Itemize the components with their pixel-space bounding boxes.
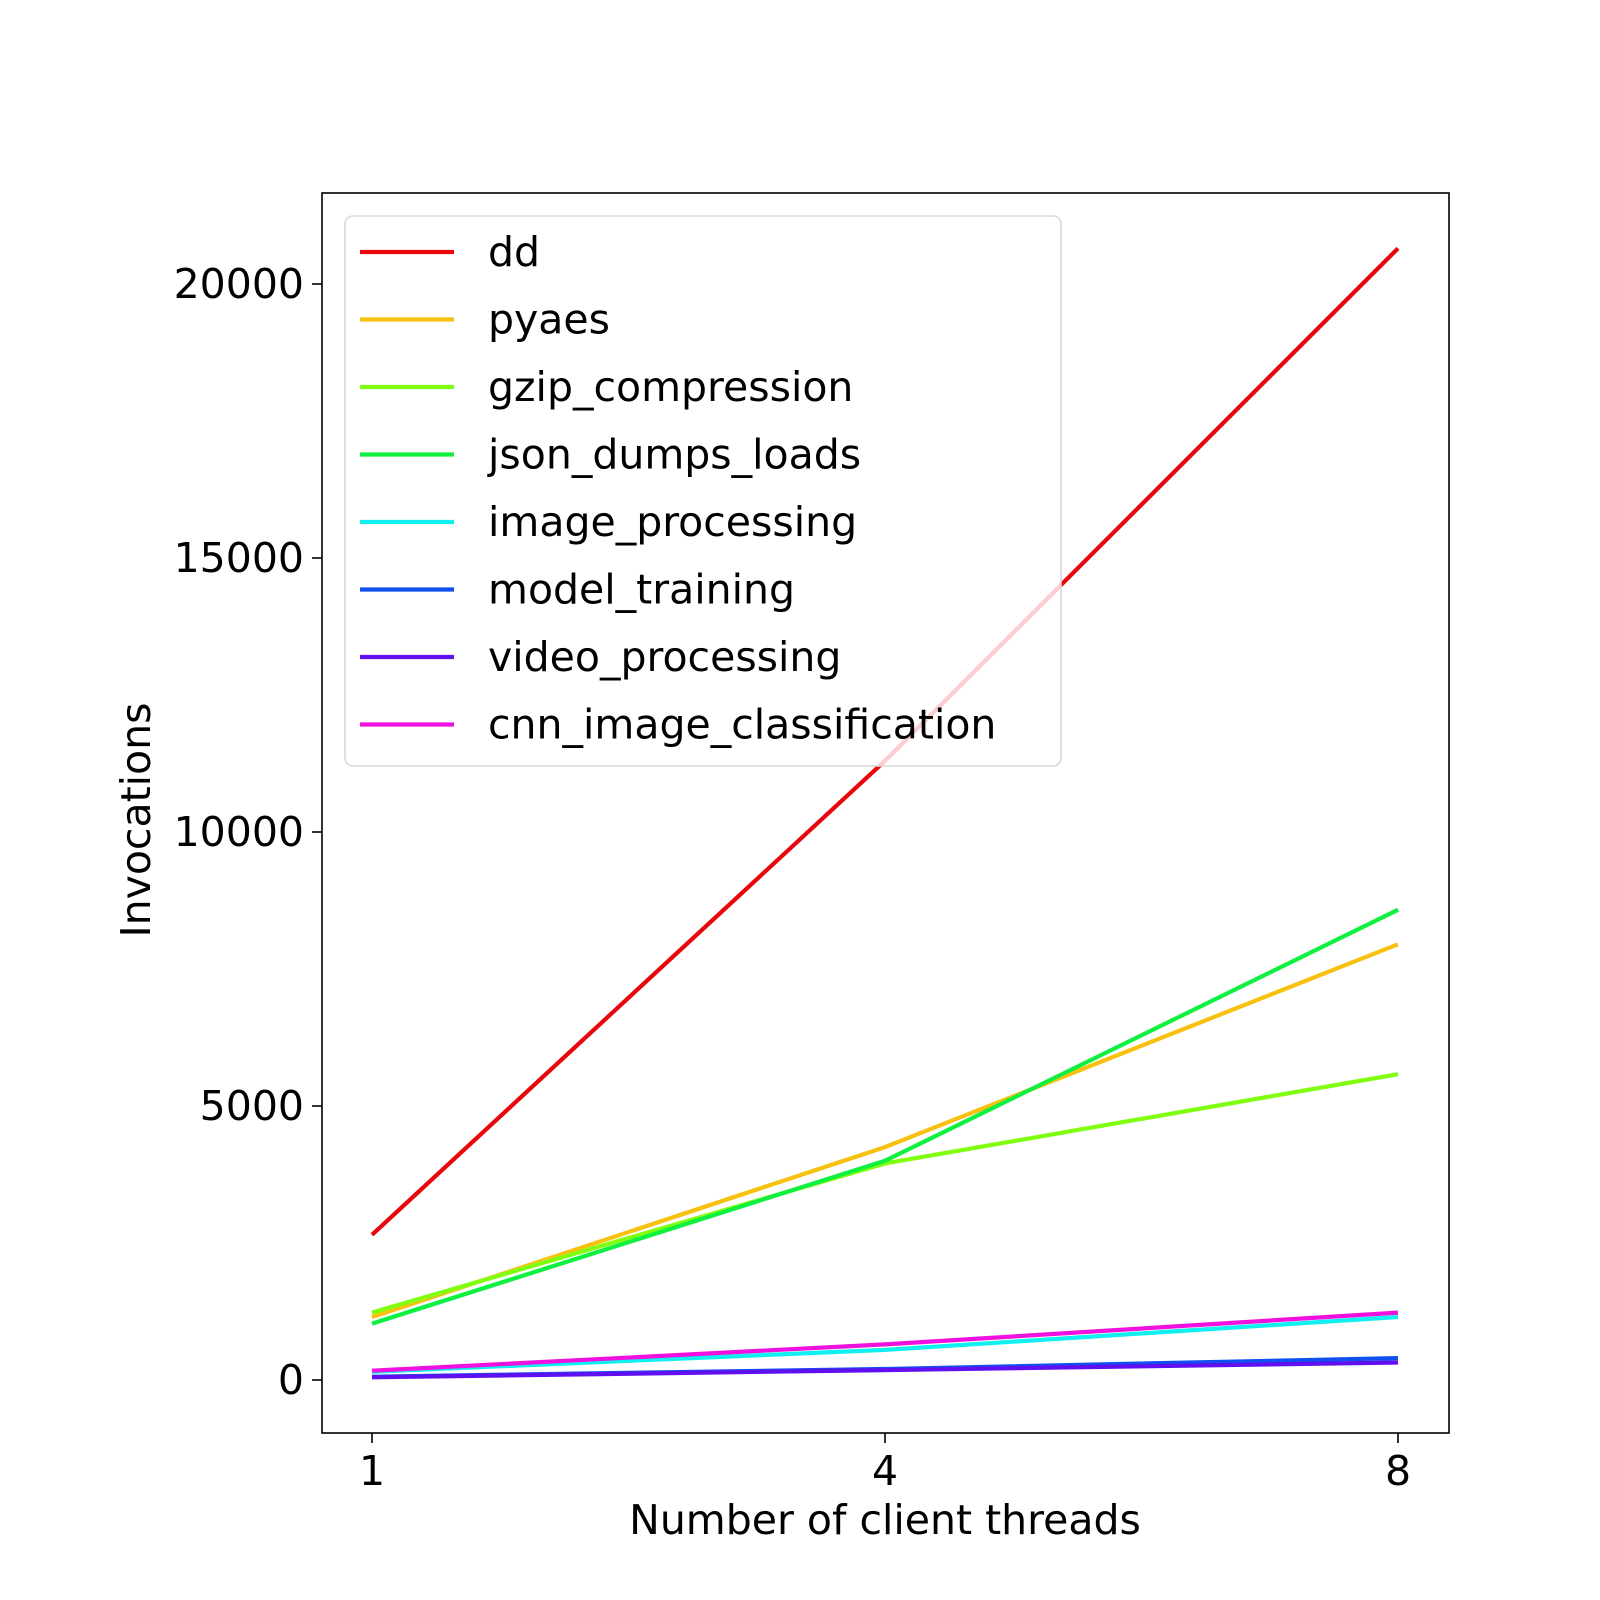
- series-line-gzip-compression: [371, 1072, 1399, 1315]
- x-tick-label: 4: [872, 1447, 898, 1495]
- legend-label: video_processing: [488, 633, 841, 681]
- x-axis-label: Number of client threads: [629, 1496, 1141, 1544]
- y-tick-label: 5000: [200, 1082, 304, 1130]
- y-tick-label: 15000: [174, 534, 304, 582]
- series-line-pyaes: [371, 942, 1399, 1319]
- series-line-json-dumps-loads: [371, 907, 1399, 1326]
- legend-label: json_dumps_loads: [487, 431, 861, 479]
- legend-label: cnn_image_classification: [488, 701, 996, 749]
- y-tick-label: 10000: [174, 808, 304, 856]
- x-tick-label: 8: [1385, 1447, 1411, 1495]
- series-line-image-processing: [371, 1314, 1399, 1374]
- y-axis-ticks: 0 5000 10000 15000 20000: [174, 260, 322, 1404]
- x-axis-ticks: 1 4 8: [359, 1433, 1411, 1495]
- legend-label: pyaes: [488, 296, 610, 344]
- y-axis-label: Invocations: [112, 703, 160, 938]
- y-tick-label: 20000: [174, 260, 304, 308]
- series-line-video-processing: [371, 1360, 1399, 1380]
- legend-label: dd: [488, 228, 540, 276]
- legend-label: image_processing: [488, 498, 857, 546]
- legend: dd pyaes gzip_compression json_dumps_loadsi…: [344, 215, 1062, 767]
- legend-box: [344, 215, 1062, 767]
- legend-label: gzip_compression: [488, 363, 853, 411]
- x-tick-label: 1: [359, 1447, 385, 1495]
- legend-label: model_training: [488, 566, 795, 614]
- series-line-cnn-image-classification: [371, 1310, 1399, 1373]
- y-tick-label: 0: [278, 1356, 304, 1404]
